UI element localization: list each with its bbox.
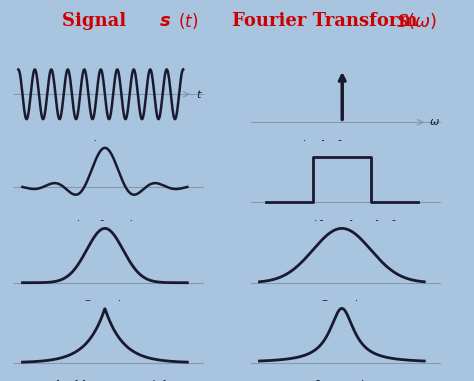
Text: sinc function: sinc function	[71, 219, 147, 233]
Text: Gaussian: Gaussian	[82, 299, 136, 313]
Text: Lorentzian: Lorentzian	[314, 379, 378, 381]
Text: single frequency: single frequency	[296, 139, 396, 153]
Text: $\omega$: $\omega$	[429, 117, 440, 127]
Text: Fourier Transform: Fourier Transform	[232, 11, 424, 30]
Text: cosine wave: cosine wave	[73, 139, 145, 153]
Text: uniform band of
frequencies: uniform band of frequencies	[298, 219, 394, 248]
Text: $(t)$: $(t)$	[178, 11, 198, 30]
Text: Gaussian: Gaussian	[319, 299, 373, 313]
Text: $t$: $t$	[196, 88, 202, 100]
Text: double exponential: double exponential	[52, 379, 166, 381]
Text: $S(\omega)$: $S(\omega)$	[396, 11, 437, 30]
Text: $\bfit{s}$: $\bfit{s}$	[159, 11, 171, 30]
Text: Signal: Signal	[62, 11, 132, 30]
